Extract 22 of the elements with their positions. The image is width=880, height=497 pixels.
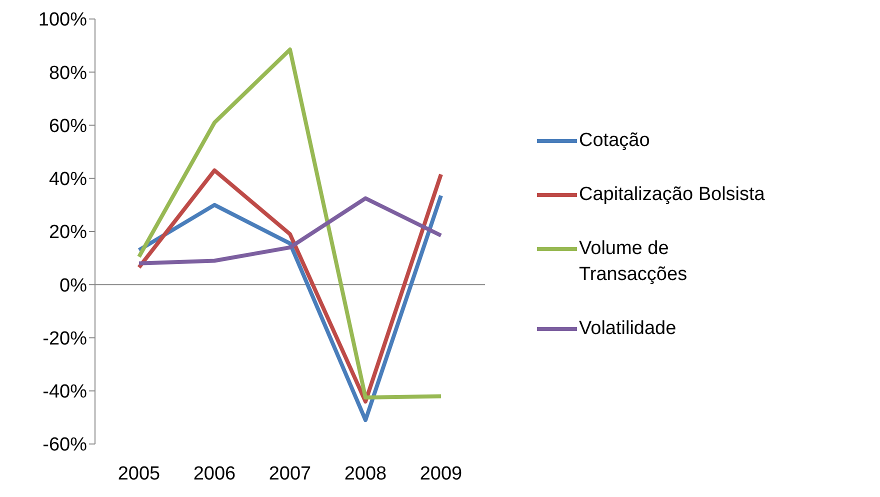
x-tick-label: 2005 — [118, 463, 160, 484]
legend-label: Capitalização Bolsista — [579, 182, 765, 206]
y-tick-label: 20% — [48, 222, 88, 244]
x-tick-label: 2009 — [420, 463, 462, 484]
y-tick-label: 60% — [48, 116, 88, 137]
y-tick-label: -20% — [42, 328, 88, 350]
line-series — [137, 168, 443, 404]
x-tick-label: 2007 — [268, 463, 312, 484]
x-tick-label: 2006 — [193, 463, 236, 484]
legend-label: Volatilidade — [579, 316, 676, 340]
line-series — [137, 194, 443, 422]
y-tick-label: -60% — [42, 434, 88, 456]
y-tick-label: 80% — [48, 62, 88, 84]
legend-label: Volume de Transacções — [579, 236, 688, 286]
line-series — [137, 48, 443, 400]
y-tick-label: 40% — [48, 169, 88, 190]
x-tick-label: 2008 — [344, 463, 387, 484]
legend-label: Cotação — [579, 128, 650, 152]
y-tick-label: -40% — [42, 382, 88, 403]
line-series — [137, 196, 443, 266]
y-tick-label: 100% — [38, 10, 88, 31]
y-tick-label: 0% — [60, 275, 88, 296]
